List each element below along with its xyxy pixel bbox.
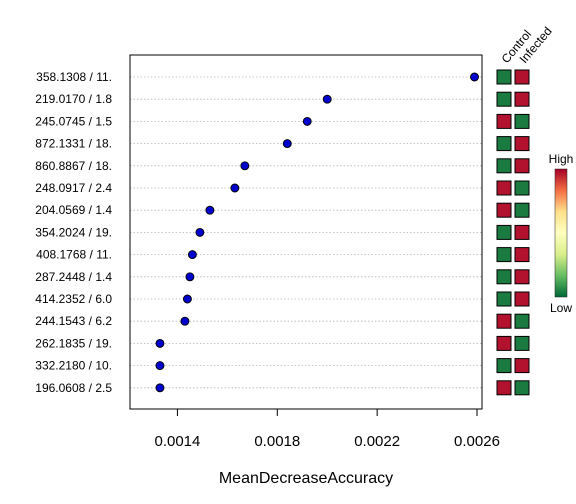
heatmap-cell bbox=[496, 113, 512, 129]
category-label: 354.2024 / 19. bbox=[35, 225, 112, 239]
plot-frame bbox=[129, 54, 483, 410]
data-point bbox=[322, 94, 332, 104]
heatmap-cell bbox=[496, 335, 512, 351]
category-label: 287.2448 / 1.4 bbox=[35, 270, 112, 284]
legend-high-label: High bbox=[549, 152, 574, 166]
heatmap-cell bbox=[514, 313, 530, 329]
heatmap-cell bbox=[496, 180, 512, 196]
heatmap-cell bbox=[514, 69, 530, 85]
category-label: 219.0170 / 1.8 bbox=[35, 92, 112, 106]
color-legend: High Low bbox=[549, 152, 574, 315]
x-tick-label: 0.0018 bbox=[254, 433, 300, 450]
legend-gradient-bar bbox=[554, 168, 568, 298]
x-tick-label: 0.0014 bbox=[154, 433, 200, 450]
data-point bbox=[182, 294, 192, 304]
heatmap-cell bbox=[514, 380, 530, 396]
data-point bbox=[240, 161, 250, 171]
x-tick-label: 0.0022 bbox=[354, 433, 400, 450]
heatmap-cell bbox=[514, 158, 530, 174]
heatmap-cell bbox=[514, 180, 530, 196]
x-axis-title: MeanDecreaseAccuracy bbox=[219, 470, 393, 487]
category-labels: 358.1308 / 11. 219.0170 / 1.8 245.0745 / 1… bbox=[35, 70, 112, 395]
heatmap-cell bbox=[514, 136, 530, 152]
data-point bbox=[180, 316, 190, 326]
heatmap-cell bbox=[496, 269, 512, 285]
category-label: 248.0917 / 2.4 bbox=[35, 181, 112, 195]
heatmap-cell bbox=[514, 202, 530, 218]
heatmap-cell bbox=[514, 247, 530, 263]
heatmap-cells bbox=[496, 69, 530, 396]
data-point bbox=[155, 338, 165, 348]
data-point bbox=[470, 72, 479, 82]
heatmap-cell bbox=[496, 313, 512, 329]
data-point bbox=[155, 361, 165, 371]
data-point bbox=[302, 116, 312, 126]
heatmap-cell bbox=[496, 202, 512, 218]
category-label: 408.1768 / 11. bbox=[36, 248, 112, 262]
data-point bbox=[187, 250, 197, 260]
category-label: 414.2352 / 6.0 bbox=[35, 292, 112, 306]
heatmap-cell bbox=[496, 136, 512, 152]
data-point bbox=[230, 183, 240, 193]
category-label: 332.2180 / 10. bbox=[35, 359, 112, 373]
heatmap-cell bbox=[514, 269, 530, 285]
heatmap-cell bbox=[496, 247, 512, 263]
category-label: 872.1331 / 18. bbox=[35, 137, 112, 151]
heatmap-cell bbox=[496, 358, 512, 374]
x-axis: 0.0014 0.0018 0.0022 0.0026 bbox=[154, 409, 500, 450]
category-label: 358.1308 / 11. bbox=[36, 70, 112, 84]
category-label: 245.0745 / 1.5 bbox=[35, 114, 112, 128]
category-label: 262.1835 / 19. bbox=[35, 336, 112, 350]
x-tick-label: 0.0026 bbox=[454, 433, 500, 450]
heatmap-cell bbox=[514, 291, 530, 307]
legend-low-label: Low bbox=[550, 301, 572, 315]
data-point bbox=[282, 139, 292, 149]
category-label: 196.0608 / 2.5 bbox=[35, 381, 112, 395]
data-points bbox=[155, 72, 479, 393]
data-point bbox=[155, 383, 165, 393]
heatmap-cell bbox=[496, 158, 512, 174]
data-point bbox=[205, 205, 215, 215]
heatmap-cell bbox=[514, 358, 530, 374]
heatmap-cell bbox=[496, 291, 512, 307]
heatmap-cell bbox=[514, 91, 530, 107]
category-label: 204.0569 / 1.4 bbox=[35, 203, 112, 217]
data-point bbox=[195, 227, 205, 237]
heatmap-cell bbox=[514, 224, 530, 240]
heatmap-cell bbox=[496, 224, 512, 240]
category-label: 244.1543 / 6.2 bbox=[35, 314, 112, 328]
heatmap-cell bbox=[514, 335, 530, 351]
category-label: 860.8867 / 18. bbox=[35, 159, 112, 173]
data-point bbox=[185, 272, 195, 282]
heatmap-cell bbox=[496, 69, 512, 85]
heatmap-cell bbox=[496, 91, 512, 107]
heatmap-cell bbox=[496, 380, 512, 396]
heatmap-cell bbox=[514, 113, 530, 129]
